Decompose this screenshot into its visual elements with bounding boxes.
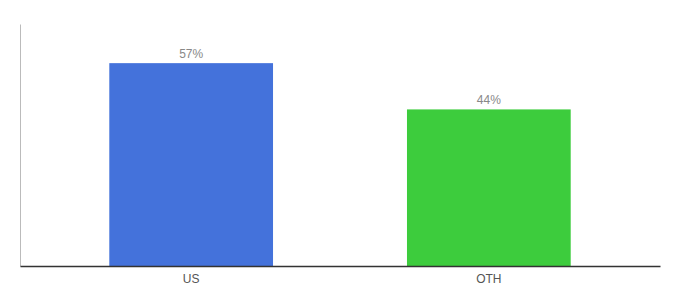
y-axis bbox=[20, 25, 21, 267]
x-tick: US bbox=[183, 266, 200, 286]
data-label: 57% bbox=[179, 47, 203, 61]
x-tick-label: OTH bbox=[476, 272, 501, 286]
data-label: 44% bbox=[477, 93, 501, 107]
bar bbox=[407, 109, 571, 266]
y-axis-line bbox=[20, 25, 21, 267]
chart: US OTH 57% 44% bbox=[0, 0, 680, 300]
x-tick: OTH bbox=[476, 266, 501, 286]
data-labels: 57% 44% bbox=[179, 47, 501, 107]
plot-area bbox=[109, 63, 570, 266]
x-axis: US OTH bbox=[21, 266, 661, 286]
x-tick-label: US bbox=[183, 272, 200, 286]
bar bbox=[109, 63, 273, 266]
x-axis-line bbox=[21, 266, 661, 268]
